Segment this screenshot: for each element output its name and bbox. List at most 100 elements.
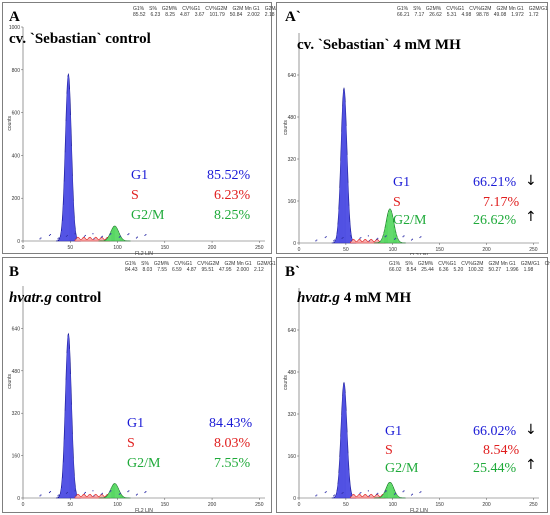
stat-value: 49.08 (493, 12, 507, 18)
debris-dot (377, 237, 379, 239)
stats-keys: G1% S% G2M% CV%G1 CV%G2M G2M Mn G1 G2M/G1 ChiSq… (389, 261, 550, 267)
debris-dot (119, 235, 121, 237)
stat-key: G1% (397, 6, 409, 12)
stat-value: 85.52 (133, 12, 146, 18)
debris-dot (403, 235, 405, 237)
increase-arrow-icon: ↑ (525, 457, 537, 473)
panel-title: hvatr.g 4 mM MH (297, 290, 411, 307)
stat-key: CV%G2M (461, 261, 484, 267)
debris-dot (384, 491, 386, 493)
y-tick-label: 640 (12, 326, 21, 332)
debris-dot (109, 491, 111, 493)
legend-g1-label: G1 (385, 424, 403, 439)
debris-dot (75, 495, 77, 497)
x-axis-label: FL2 LIN (135, 508, 153, 514)
s-phase (350, 493, 386, 499)
x-tick-label: 50 (343, 247, 349, 253)
stat-key: S% (149, 6, 157, 12)
legend-g1-value: 84.43% (209, 416, 253, 431)
debris-dot (342, 236, 344, 239)
y-tick-label: 320 (12, 411, 21, 417)
y-axis-label: counts (283, 375, 289, 390)
debris-dot (394, 237, 397, 239)
debris-dot (333, 495, 335, 497)
debris-dot (394, 492, 397, 494)
debris-dot (100, 236, 103, 238)
y-tick-label: 800 (12, 68, 21, 74)
x-tick-label: 50 (67, 245, 73, 251)
panel-label: B` (285, 264, 300, 280)
debris-dot (110, 233, 112, 235)
debris-dot (135, 494, 138, 496)
debris-dot (376, 493, 378, 495)
panel-title: cv. `Sebastian` control (9, 31, 151, 48)
x-tick-label: 150 (435, 502, 444, 508)
stat-value: 50.84 (229, 12, 243, 18)
debris-dot (57, 495, 59, 497)
x-tick-label: 200 (482, 247, 491, 253)
stat-value: 5.20 (453, 267, 464, 273)
stat-key: S% (413, 6, 421, 12)
legend-s-label: S (127, 436, 135, 451)
y-tick-label: 200 (12, 196, 21, 202)
debris-dot (66, 491, 69, 494)
legend-g1-label: G1 (393, 175, 411, 190)
title-plain: cv. `Sebastian` 4 mM MH (297, 37, 461, 53)
stat-key: G2M% (153, 261, 170, 267)
stats-values: 84.43 8.03 7.55 6.59 4.87 95.51 47.95 2.000 2.12 (125, 267, 302, 273)
debris-dot (39, 495, 41, 497)
stat-value: 8.03 (142, 267, 153, 273)
panel-A: 0 200 400 600 800 1000 0 50 100 150 200 250 FL2 LIN c… (2, 2, 305, 255)
legend-g2m-value: 7.55% (214, 456, 251, 471)
debris-dot (109, 233, 111, 236)
debris-dot (376, 238, 378, 240)
debris-dot (100, 493, 103, 495)
y-tick-label: 400 (12, 153, 21, 159)
debris-dot (333, 240, 335, 242)
stat-key: CV%G2M (205, 6, 228, 12)
debris-dot (350, 495, 353, 497)
stat-value: 66.02 (389, 267, 402, 273)
stat-value: 6.59 (171, 267, 182, 273)
stat-value: 4.98 (461, 12, 472, 18)
debris-dot (101, 235, 104, 237)
stat-key: ChiSqu (544, 261, 550, 267)
y-tick-label: 160 (288, 454, 297, 460)
debris-dot (49, 233, 52, 236)
stats-values: 66.21 7.17 26.62 5.31 4.98 98.78 49.08 1.972 1.7… (397, 12, 550, 18)
legend-s-label: S (385, 443, 393, 458)
debris-dot (84, 491, 86, 494)
stat-value: 50.27 (488, 267, 502, 273)
debris-dot (420, 236, 422, 238)
legend-s-value: 7.17% (483, 195, 520, 210)
x-tick-label: 0 (22, 245, 25, 251)
y-tick-label: 0 (293, 496, 296, 502)
debris-dot (83, 492, 86, 494)
debris-dot (101, 492, 104, 494)
debris-dot (48, 234, 51, 237)
debris-dot (84, 234, 86, 237)
stat-value: 8.25 (165, 12, 175, 18)
y-tick-label: 320 (288, 157, 297, 163)
stat-key: CV%G2M (197, 261, 220, 267)
stats-values: 66.02 8.54 25.44 6.36 5.20 100.32 50.27 1.996 1.… (389, 267, 550, 273)
debris-dot (40, 237, 42, 239)
y-tick-label: 0 (17, 239, 20, 245)
legend-g1-label: G1 (127, 416, 145, 431)
x-tick-label: 250 (529, 502, 538, 508)
stat-key: G2M% (417, 261, 434, 267)
histogram-A-prime: 0 160 320 480 640 0 50 100 150 200 250 FL2 LIN count… (283, 33, 539, 255)
debris-dot (65, 492, 68, 494)
stat-value: 8.54 (406, 267, 417, 273)
stat-key: CV%G1 (446, 6, 465, 12)
debris-dot (394, 238, 396, 240)
title-plain: control (51, 290, 102, 306)
debris-dot (403, 490, 405, 492)
stats-values: 85.52 6.23 8.25 4.87 3.67 101.79 50.84 2.002 2.1… (133, 12, 310, 18)
stat-value: 4.87 (186, 267, 197, 273)
y-tick-label: 480 (12, 369, 21, 375)
legend-g2m-value: 8.25% (214, 208, 251, 223)
debris-dot (128, 233, 130, 235)
x-tick-label: 100 (113, 245, 122, 251)
panel-A-prime: 0 160 320 480 640 0 50 100 150 200 250 FL2 LIN count… (276, 2, 550, 255)
